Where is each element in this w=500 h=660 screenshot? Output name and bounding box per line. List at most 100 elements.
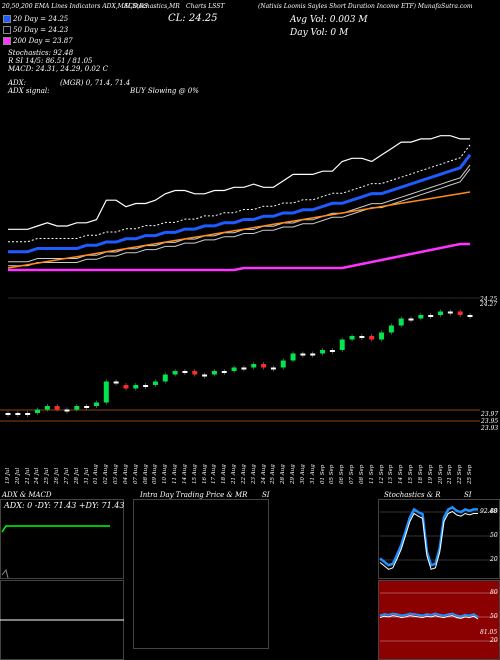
header-title-left: 20,50,200 EMA Lines Indicators ADX,MACD,… [2, 3, 148, 10]
candle-body [428, 315, 434, 317]
stoch-tick-50: 50 [490, 532, 498, 539]
candle-body [133, 385, 139, 389]
stoch-panel-title: Stochastics & R [384, 491, 441, 499]
candle-body [241, 367, 247, 370]
ema20-line [8, 153, 472, 254]
ema50-swatch [3, 26, 11, 34]
candle-body [74, 406, 80, 410]
candle-body [211, 371, 217, 375]
candle-body [369, 336, 375, 340]
candlestick-chart [0, 309, 480, 422]
ema50-label: 50 Day = 24.23 [13, 26, 69, 34]
candle-body [359, 336, 365, 338]
adx-value: (MGR) 0, 71.4, 71.4 [60, 79, 131, 87]
price-label-top2: 24.27 [480, 301, 498, 308]
day-volume: Day Vol: 0 M [290, 28, 349, 38]
rsi-line [379, 612, 479, 618]
candle-body [5, 413, 11, 415]
candle-body [280, 360, 286, 368]
macd-readout: MACD: 24.31, 24.29, 0.02 C [8, 65, 108, 73]
candle-body [310, 353, 316, 356]
adx-label: ADX: [8, 79, 27, 87]
close-price-line [8, 135, 470, 230]
ema20-label: 20 Day = 24.25 [13, 15, 69, 23]
candle-body [388, 325, 394, 333]
candle-body [339, 339, 345, 350]
adx-signal-label: ADX signal: [8, 87, 50, 95]
candle-body [408, 318, 414, 321]
stoch-value-label: 92.48 [480, 508, 498, 515]
price-label-low3: 23.93 [481, 425, 499, 432]
rsi-signal-line [379, 615, 479, 620]
adx-lines [0, 525, 124, 621]
stochastics-line [379, 505, 478, 567]
candle-body [84, 406, 90, 408]
ema200-swatch [3, 37, 11, 45]
header-title-mid2: Charts LSST [186, 3, 225, 10]
adx-panel-title: ADX & MACD [2, 491, 52, 499]
avg-volume: Avg Vol: 0.003 M [290, 15, 368, 25]
header-title-right: (Natixis Loomis Sayles Short Duration In… [258, 3, 473, 10]
candle-body [418, 315, 424, 319]
rsi-readout: R SI 14/5: 86.51 / 81.05 [8, 57, 93, 65]
candle-body [103, 381, 109, 403]
candle-body [93, 402, 99, 406]
candle-body [192, 371, 198, 375]
ema-line-chart [7, 135, 480, 299]
adx-dip-line [1, 568, 9, 579]
candle-body [251, 364, 257, 368]
candle-body [231, 367, 237, 371]
stoch-tick-20: 20 [490, 556, 498, 563]
rsi-panel [378, 580, 500, 660]
ema200-label: 200 Day = 23.87 [13, 37, 73, 45]
stoch-tick-80: 80 [490, 508, 498, 515]
candle-body [320, 350, 326, 354]
candle-body [349, 336, 355, 340]
candle-body [182, 371, 188, 373]
candle-body [113, 381, 119, 384]
ema20-swatch [3, 15, 11, 23]
ema50-dotted-line [8, 144, 471, 243]
candle-body [15, 413, 21, 415]
candle-body [270, 367, 276, 370]
rsi-value-label: 81.05 [480, 629, 498, 636]
candle-body [34, 409, 40, 413]
candle-body [379, 332, 385, 340]
candle-body [152, 381, 158, 385]
candle-body [172, 371, 178, 375]
candle-body [64, 409, 70, 412]
buy-signal: BUY Slowing @ 0% [130, 87, 199, 95]
candle-body [447, 311, 453, 314]
candle-body [162, 374, 168, 382]
stoch-si-label: SI [464, 491, 472, 499]
candle-body [457, 311, 463, 315]
adx-line [1, 525, 110, 533]
candle-body [202, 374, 208, 377]
orange-line [7, 191, 471, 269]
stochastics-signal-line [379, 510, 478, 570]
candle-body [261, 364, 267, 368]
intraday-panel [133, 499, 269, 649]
candle-body [123, 385, 129, 389]
candle-body [438, 311, 444, 315]
envelope-lower-line [8, 168, 471, 267]
price-label-low1: 23.97 [481, 411, 499, 418]
stoch-readout: Stochastics: 92.48 [8, 49, 74, 57]
intraday-panel-title: Intra Day Trading Price & MR [140, 491, 248, 499]
adx-panel [0, 499, 124, 579]
candle-body [143, 385, 149, 387]
header-title-mid: SI,Stochastics,MR [124, 3, 180, 10]
candle-body [398, 318, 404, 326]
candle-body [25, 413, 31, 415]
intraday-si-label: SI [262, 491, 270, 499]
candle-body [329, 350, 335, 352]
candle-body [300, 353, 306, 356]
adx-panel-readout: ADX: 0 -DY: 71.43 +DY: 71.43 [4, 501, 125, 510]
close-price: CL: 24.25 [168, 13, 218, 24]
candle-body [290, 353, 296, 361]
price-label-top1: 24.25 [480, 296, 498, 303]
candle-body [467, 315, 473, 317]
candle-body [44, 406, 50, 410]
ema200-line [8, 242, 470, 272]
